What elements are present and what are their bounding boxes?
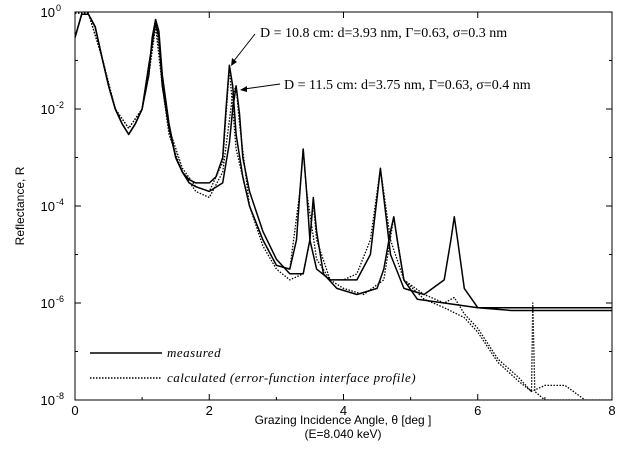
- series-layer: [75, 12, 612, 400]
- annotation-arrow-1: [232, 33, 256, 63]
- x-tick-label: 0: [71, 403, 78, 418]
- series-line-calculated-3: [75, 12, 587, 400]
- x-axis-sublabel: (E=8.040 keV): [304, 427, 381, 441]
- y-tick-label: 10: [41, 296, 55, 311]
- y-axis-label: Reflectance, R: [13, 166, 27, 245]
- y-tick-label: 10: [41, 5, 55, 20]
- y-tick-label: 10: [41, 393, 55, 408]
- y-tick-label: 10: [41, 199, 55, 214]
- annotation-2: D = 11.5 cm: d=3.75 nm, Γ=0.63, σ=0.4 nm: [284, 78, 531, 93]
- x-tick-label: 8: [608, 403, 615, 418]
- y-tick-exponent: -4: [56, 197, 64, 207]
- series-line-measured-2: [75, 13, 612, 309]
- plot-frame: [74, 11, 613, 401]
- legend-label-calculated: calculated (error-function interface pro…: [167, 370, 416, 385]
- y-tick-exponent: -6: [56, 294, 64, 304]
- x-tick-label: 4: [340, 403, 347, 418]
- axis-ticks: [74, 11, 613, 401]
- x-tick-label: 6: [474, 403, 481, 418]
- y-tick-exponent: -8: [56, 391, 64, 401]
- annotation-arrowhead-2: [240, 86, 247, 92]
- series-line-measured-1: [75, 13, 612, 312]
- series-line-calculated-4: [75, 12, 612, 400]
- x-tick-label: 2: [206, 403, 213, 418]
- y-tick-exponent: -2: [56, 100, 64, 110]
- annotation-arrow-2: [243, 83, 281, 90]
- y-tick-label: 10: [41, 102, 55, 117]
- annotation-1: D = 10.8 cm: d=3.93 nm, Γ=0.63, σ=0.3 nm: [260, 26, 507, 41]
- y-tick-exponent: 0: [56, 3, 61, 13]
- legend-label-measured: measured: [167, 345, 221, 360]
- annotation-arrowhead-1: [231, 58, 237, 66]
- x-axis-label: Grazing Incidence Angle, θ [deg ]: [255, 413, 432, 427]
- legend: measured calculated (error-function inte…: [90, 345, 416, 385]
- annotations: D = 10.8 cm: d=3.93 nm, Γ=0.63, σ=0.3 nm…: [231, 26, 531, 93]
